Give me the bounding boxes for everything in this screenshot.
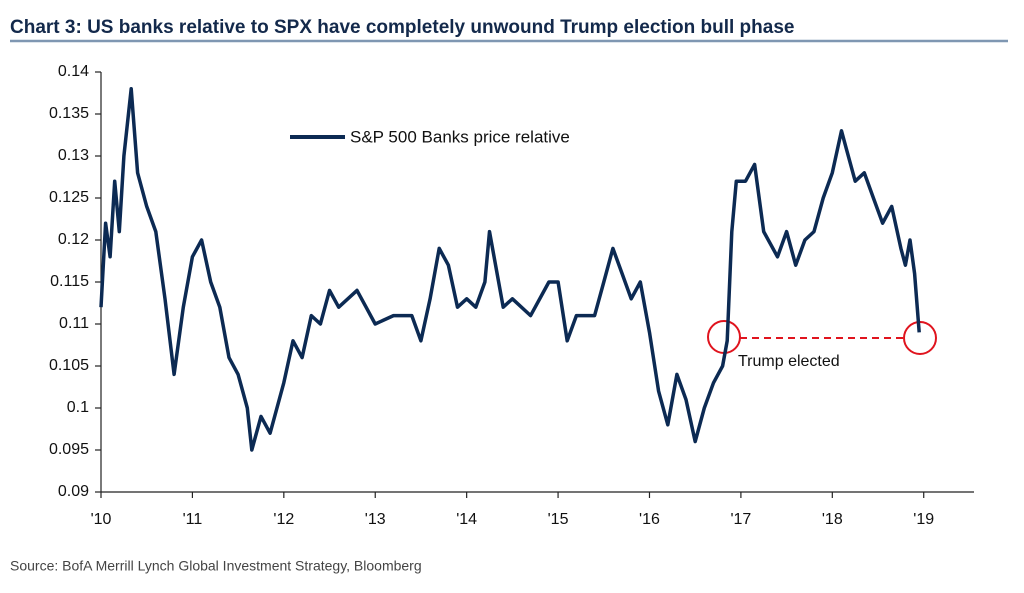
y-tick-label: 0.12: [58, 231, 89, 248]
chart-title: Chart 3: US banks relative to SPX have c…: [10, 17, 794, 38]
x-tick-label: '14: [456, 511, 477, 528]
annotation: Trump elected: [738, 353, 840, 370]
y-tick-label: 0.125: [49, 189, 89, 206]
source-note: Source: BofA Merrill Lynch Global Invest…: [10, 558, 422, 574]
x-tick-label: '12: [273, 511, 294, 528]
x-tick-label: '13: [365, 511, 386, 528]
y-tick-label: 0.115: [50, 273, 89, 290]
x-tick-label: '19: [913, 511, 934, 528]
x-tick-label: '18: [822, 511, 843, 528]
y-tick-label: 0.11: [59, 315, 89, 332]
x-tick-label: '17: [730, 511, 751, 528]
x-tick-label: '10: [91, 511, 112, 528]
highlight-circle: [707, 320, 741, 354]
y-tick-label: 0.09: [58, 483, 89, 500]
y-tick-label: 0.135: [49, 105, 89, 122]
x-tick-label: '15: [548, 511, 569, 528]
y-tick-label: 0.13: [58, 147, 89, 164]
x-tick-label: '16: [639, 511, 660, 528]
y-tick-label: 0.14: [58, 63, 89, 80]
y-tick-label: 0.105: [49, 357, 89, 374]
data-line: [99, 87, 921, 452]
y-tick-label: 0.095: [49, 441, 89, 458]
x-tick-label: '11: [183, 511, 203, 528]
y-tick-label: 0.1: [67, 399, 89, 416]
legend-label: S&P 500 Banks price relative: [350, 127, 570, 146]
